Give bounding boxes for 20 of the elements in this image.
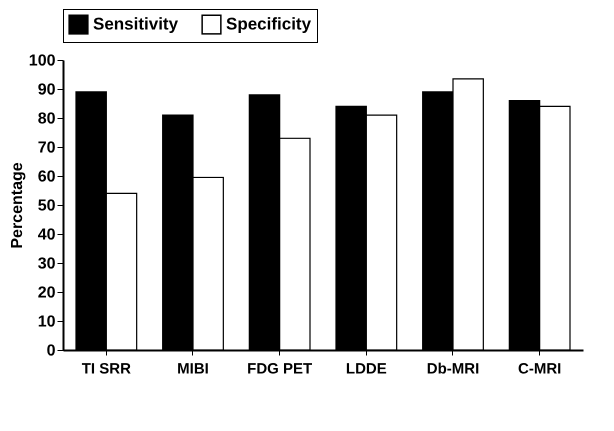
x-tick-label: Db-MRI xyxy=(426,360,480,378)
x-tick-label: MIBI xyxy=(177,360,209,378)
y-tick-label: 50 xyxy=(38,198,56,214)
legend-label: Specificity xyxy=(226,14,312,34)
y-tick-label: 20 xyxy=(38,284,56,302)
x-tick-label: LDDE xyxy=(346,360,387,378)
y-tick-label: 10 xyxy=(38,314,56,330)
y-tick-label: 0 xyxy=(46,342,56,360)
y-tick-label: 80 xyxy=(38,110,56,128)
y-tick-label: 100 xyxy=(28,52,56,70)
legend-label: Sensitivity xyxy=(93,14,179,34)
y-tick-label: 70 xyxy=(38,140,56,156)
y-axis-title: Percentage xyxy=(8,162,26,249)
y-tick-label: 30 xyxy=(38,256,56,272)
x-tick-label: TI SRR xyxy=(82,360,132,378)
y-tick-label: 40 xyxy=(38,226,56,244)
y-tick-label: 60 xyxy=(38,168,56,186)
x-tick-label: FDG PET xyxy=(247,360,312,378)
x-tick-label: C-MRI xyxy=(518,360,562,378)
y-tick-label: 90 xyxy=(38,82,56,98)
